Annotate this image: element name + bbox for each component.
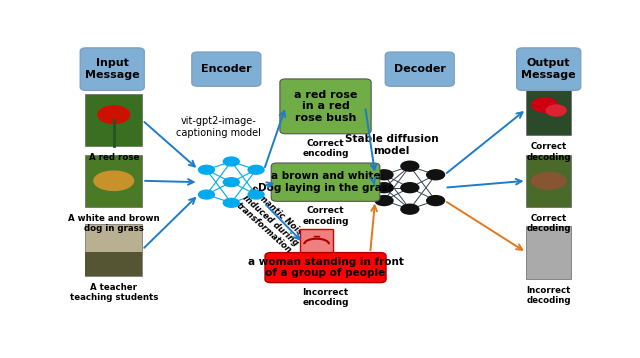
- Text: Incorrect
encoding: Incorrect encoding: [302, 287, 349, 307]
- Circle shape: [248, 190, 264, 199]
- FancyBboxPatch shape: [265, 253, 386, 283]
- FancyBboxPatch shape: [192, 52, 260, 86]
- FancyBboxPatch shape: [85, 94, 142, 146]
- Text: Correct
decoding: Correct decoding: [527, 214, 571, 233]
- FancyBboxPatch shape: [85, 252, 142, 276]
- Text: A red rose: A red rose: [88, 153, 139, 162]
- Circle shape: [223, 157, 239, 166]
- Text: A teacher
teaching students: A teacher teaching students: [70, 283, 158, 302]
- Circle shape: [248, 165, 264, 174]
- Ellipse shape: [94, 171, 134, 190]
- Text: a brown and white
Dog laying in the grass: a brown and white Dog laying in the gras…: [257, 171, 394, 193]
- Text: Correct
encoding: Correct encoding: [302, 206, 349, 226]
- Circle shape: [401, 183, 419, 193]
- Text: a red rose
in a red
rose bush: a red rose in a red rose bush: [294, 90, 357, 123]
- Text: vit-gpt2-image-
captioning model: vit-gpt2-image- captioning model: [177, 116, 261, 138]
- Text: a woman standing in front
of a group of people: a woman standing in front of a group of …: [248, 257, 403, 279]
- FancyBboxPatch shape: [516, 48, 580, 90]
- Circle shape: [98, 106, 130, 124]
- FancyBboxPatch shape: [385, 52, 454, 86]
- Circle shape: [547, 105, 566, 116]
- Circle shape: [198, 190, 214, 199]
- FancyBboxPatch shape: [85, 223, 142, 276]
- FancyBboxPatch shape: [271, 163, 380, 201]
- Text: Input
Message: Input Message: [85, 58, 140, 80]
- Circle shape: [532, 98, 557, 112]
- Text: Stable diffusion
model: Stable diffusion model: [345, 134, 438, 156]
- FancyBboxPatch shape: [526, 226, 571, 279]
- FancyBboxPatch shape: [80, 48, 144, 90]
- Circle shape: [401, 204, 419, 214]
- FancyBboxPatch shape: [300, 229, 333, 257]
- Circle shape: [401, 161, 419, 171]
- Text: Output
Message: Output Message: [522, 58, 576, 80]
- Text: Correct
encoding: Correct encoding: [302, 139, 349, 158]
- FancyBboxPatch shape: [526, 83, 571, 135]
- Text: A white and brown
dog in grass: A white and brown dog in grass: [68, 214, 159, 233]
- Circle shape: [375, 183, 393, 193]
- FancyBboxPatch shape: [280, 79, 371, 134]
- Circle shape: [375, 195, 393, 205]
- Circle shape: [198, 165, 214, 174]
- Text: Incorrect
decoding: Incorrect decoding: [527, 286, 571, 305]
- Text: Decoder: Decoder: [394, 64, 445, 74]
- Circle shape: [427, 195, 445, 205]
- Circle shape: [223, 198, 239, 207]
- Text: Encoder: Encoder: [201, 64, 252, 74]
- Circle shape: [223, 178, 239, 187]
- Text: Semantic Noise
induced during
transformation: Semantic Noise induced during transforma…: [234, 185, 308, 256]
- Circle shape: [375, 170, 393, 180]
- Ellipse shape: [531, 173, 566, 189]
- FancyBboxPatch shape: [526, 155, 571, 207]
- Circle shape: [427, 170, 445, 180]
- FancyBboxPatch shape: [85, 155, 142, 207]
- Text: Correct
decoding: Correct decoding: [527, 142, 571, 161]
